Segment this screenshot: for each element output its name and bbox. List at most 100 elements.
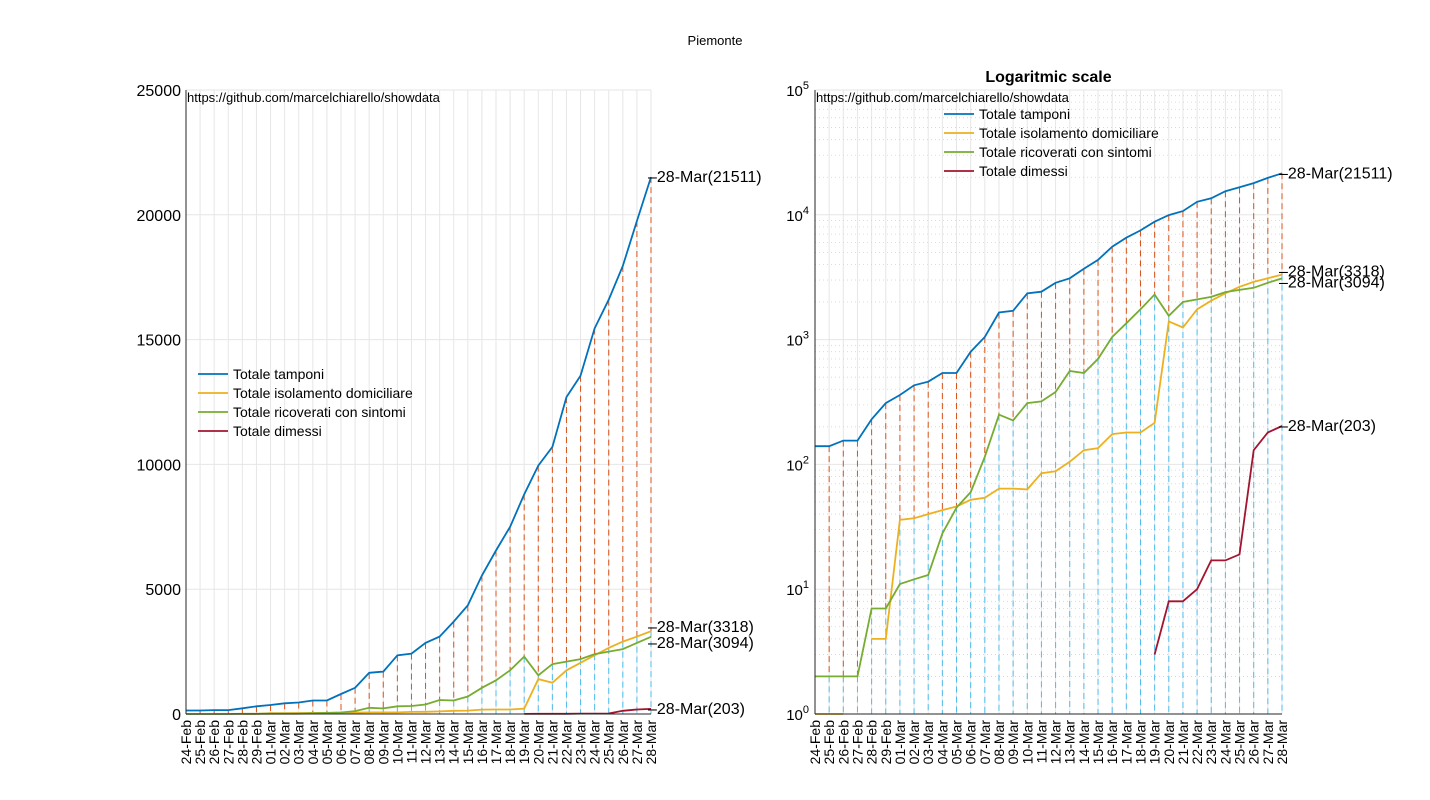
x-tick-label: 25-Feb: [192, 720, 208, 765]
y-tick-label: 5000: [145, 582, 181, 599]
x-tick-label: 15-Mar: [460, 720, 476, 765]
x-tick-label: 04-Mar: [934, 720, 950, 765]
y-tick-label: 104: [786, 205, 809, 225]
x-tick-label: 03-Mar: [291, 720, 307, 765]
x-tick-label: 11-Mar: [403, 720, 419, 764]
end-value-label: –28-Mar(3094): [1279, 274, 1385, 291]
legend-label: Totale ricoverati con sintomi: [979, 144, 1152, 160]
y-tick-label: 15000: [137, 333, 182, 350]
end-value-label: –28-Mar(21511): [1279, 165, 1393, 182]
linear-scale-chart: 050001000015000200002500024-Feb25-Feb26-…: [137, 83, 762, 764]
x-tick-label: 19-Mar: [516, 720, 532, 765]
y-tick-exponent: 3: [803, 330, 809, 342]
x-tick-label: 02-Mar: [906, 720, 922, 765]
x-tick-label: 20-Mar: [530, 720, 546, 765]
x-tick-label: 07-Mar: [977, 720, 993, 765]
legend-label: Totale isolamento domiciliare: [233, 385, 413, 401]
x-tick-label: 22-Mar: [1189, 720, 1205, 765]
x-tick-label: 12-Mar: [418, 720, 434, 765]
end-value-label: –28-Mar(21511): [648, 169, 762, 186]
x-tick-label: 22-Mar: [558, 720, 574, 765]
end-value-label: –28-Mar(203): [1279, 418, 1376, 435]
x-tick-label: 08-Mar: [361, 720, 377, 765]
series-line: [815, 277, 1283, 678]
end-value-label: –28-Mar(203): [648, 701, 745, 718]
x-tick-label: 23-Mar: [1203, 720, 1219, 765]
x-tick-label: 28-Mar: [643, 720, 659, 765]
x-tick-label: 24-Mar: [1217, 720, 1233, 765]
x-tick-label: 16-Mar: [474, 720, 490, 765]
series-line: [524, 708, 652, 715]
x-tick-label: 03-Mar: [920, 720, 936, 765]
x-tick-label: 23-Mar: [573, 720, 589, 765]
x-tick-label: 24-Feb: [807, 720, 823, 765]
x-tick-label: 10-Mar: [1019, 720, 1035, 765]
legend-label: Totale dimessi: [979, 163, 1068, 179]
x-tick-label: 27-Mar: [1260, 720, 1276, 765]
x-tick-label: 04-Mar: [305, 720, 321, 765]
series-line: [1153, 425, 1283, 655]
x-tick-label: 25-Feb: [821, 720, 837, 765]
x-tick-label: 26-Mar: [615, 720, 631, 765]
x-tick-label: 13-Mar: [432, 720, 448, 765]
x-tick-label: 28-Feb: [234, 720, 250, 765]
watermark-url: https://github.com/marcelchiarello/showd…: [187, 90, 441, 105]
x-tick-label: 19-Mar: [1147, 720, 1163, 765]
x-tick-label: 25-Mar: [601, 720, 617, 765]
y-tick-label: 102: [786, 454, 809, 474]
y-tick-label: 101: [786, 579, 809, 599]
watermark-url: https://github.com/marcelchiarello/showd…: [816, 90, 1070, 105]
end-value-label: –28-Mar(3318): [1279, 264, 1385, 281]
x-tick-label: 17-Mar: [1118, 720, 1134, 765]
legend-label: Totale ricoverati con sintomi: [233, 404, 406, 420]
y-tick-base: 10: [786, 707, 803, 724]
end-value-label: –28-Mar(3318): [648, 619, 754, 636]
x-tick-label: 06-Mar: [333, 720, 349, 765]
y-tick-base: 10: [786, 582, 803, 599]
y-tick-exponent: 5: [803, 80, 809, 92]
x-tick-label: 27-Mar: [629, 720, 645, 765]
x-tick-label: 09-Mar: [375, 720, 391, 765]
x-tick-label: 26-Feb: [206, 720, 222, 765]
x-tick-label: 18-Mar: [1132, 720, 1148, 765]
x-tick-label: 24-Mar: [587, 720, 603, 765]
y-tick-exponent: 0: [803, 704, 809, 716]
y-tick-label: 25000: [137, 83, 182, 100]
x-tick-label: 28-Mar: [1274, 720, 1290, 765]
x-tick-label: 25-Mar: [1232, 720, 1248, 765]
y-tick-label: 10000: [137, 457, 182, 474]
x-tick-label: 21-Mar: [544, 720, 560, 765]
x-tick-label: 01-Mar: [263, 720, 279, 765]
y-tick-label: 20000: [137, 208, 182, 225]
x-tick-label: 05-Mar: [319, 720, 335, 765]
x-tick-label: 12-Mar: [1048, 720, 1064, 765]
y-tick-exponent: 4: [803, 205, 809, 217]
chart-title: Logaritmic scale: [985, 69, 1111, 86]
x-tick-label: 10-Mar: [389, 720, 405, 765]
series-line: [186, 176, 652, 712]
y-tick-base: 10: [786, 457, 803, 474]
x-tick-label: 06-Mar: [963, 720, 979, 765]
x-tick-label: 05-Mar: [949, 720, 965, 765]
y-tick-label: 0: [172, 707, 181, 724]
x-tick-label: 16-Mar: [1104, 720, 1120, 765]
x-tick-label: 29-Feb: [878, 720, 894, 765]
y-tick-base: 10: [786, 83, 803, 100]
x-tick-label: 24-Feb: [178, 720, 194, 765]
x-tick-label: 13-Mar: [1062, 720, 1078, 765]
x-tick-label: 20-Mar: [1161, 720, 1177, 765]
x-tick-label: 01-Mar: [892, 720, 908, 765]
figure-title: Piemonte: [687, 33, 743, 48]
y-tick-base: 10: [786, 333, 803, 350]
y-tick-label: 103: [786, 330, 809, 350]
y-tick-base: 10: [786, 208, 803, 225]
series-line: [815, 172, 1283, 448]
x-tick-label: 14-Mar: [446, 720, 462, 765]
x-tick-label: 11-Mar: [1033, 720, 1049, 764]
log-scale-chart: 10010110210310410524-Feb25-Feb26-Feb27-F…: [786, 69, 1392, 764]
x-tick-label: 29-Feb: [248, 720, 264, 765]
x-tick-label: 02-Mar: [277, 720, 293, 765]
x-tick-label: 09-Mar: [1005, 720, 1021, 765]
x-tick-label: 26-Feb: [835, 720, 851, 765]
